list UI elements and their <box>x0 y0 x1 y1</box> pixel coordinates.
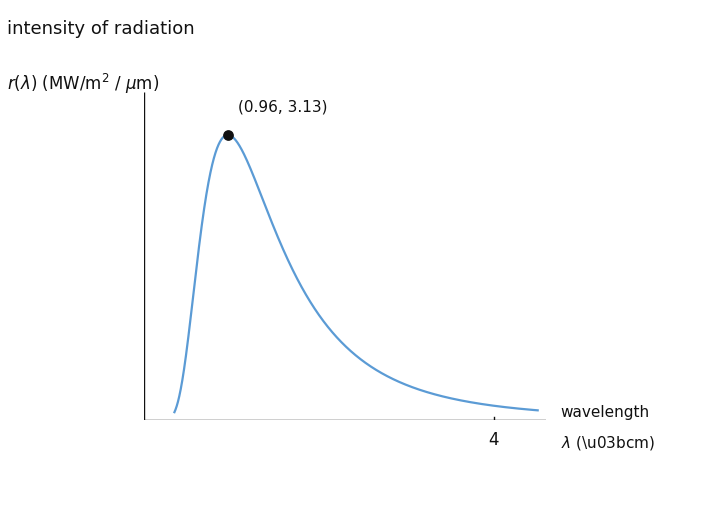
Text: intensity of radiation: intensity of radiation <box>7 20 195 38</box>
Text: (0.96, 3.13): (0.96, 3.13) <box>238 100 328 115</box>
Point <box>222 131 234 139</box>
Text: $r(\lambda)$ (MW/m$^2$ / $\mu$m): $r(\lambda)$ (MW/m$^2$ / $\mu$m) <box>7 72 160 96</box>
Text: 4: 4 <box>489 431 499 449</box>
Text: $\lambda$ (\u03bcm): $\lambda$ (\u03bcm) <box>561 434 655 452</box>
Text: wavelength: wavelength <box>561 404 650 420</box>
